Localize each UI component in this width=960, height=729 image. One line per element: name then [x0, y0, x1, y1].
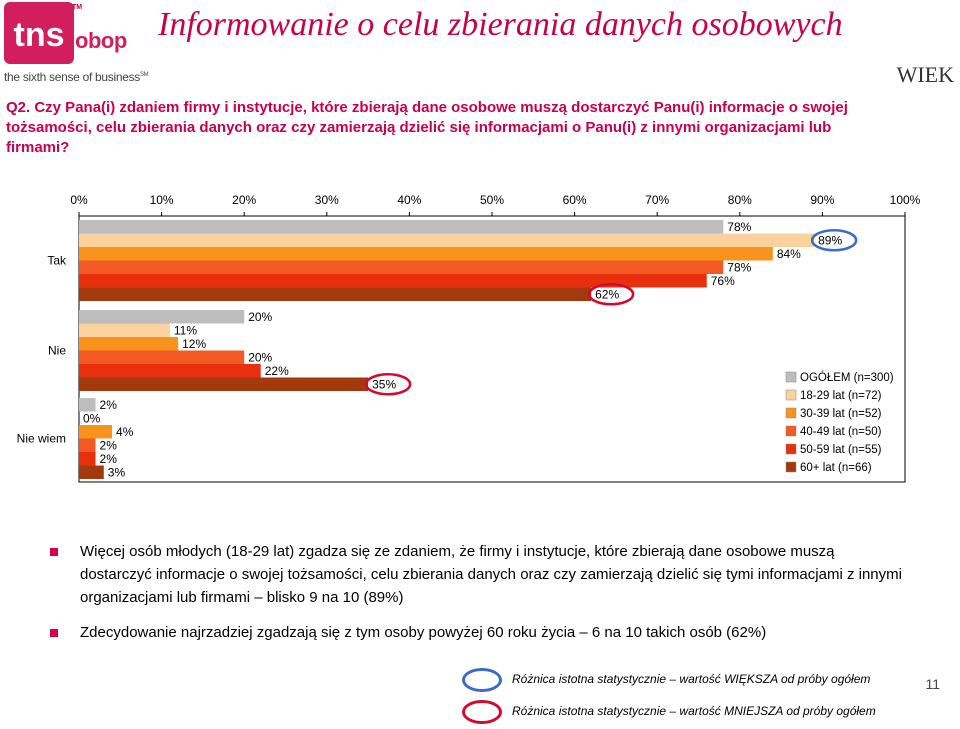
- data-label: 22%: [265, 364, 289, 378]
- significance-circle: [587, 283, 635, 306]
- significance-circle: [810, 229, 858, 252]
- logo-tm: TM: [72, 4, 83, 11]
- data-label: 78%: [727, 260, 751, 274]
- bar: [79, 274, 707, 288]
- finding-item: Więcej osób młodych (18-29 lat) zgadza s…: [50, 540, 910, 609]
- bullet-square-icon: [50, 629, 58, 637]
- legend-swatch: [785, 407, 797, 419]
- tns-obop-logo: tns TM obop the sixth sense of businessS…: [4, 2, 154, 90]
- x-tick-label: 10%: [150, 193, 174, 207]
- x-tick-label: 30%: [315, 193, 339, 207]
- category-label: Nie wiem: [17, 432, 66, 446]
- significance-circle: [364, 373, 412, 396]
- red-oval-icon: [462, 700, 502, 724]
- finding-item: Zdecydowanie najrzadziej zgadzają się z …: [50, 621, 910, 644]
- bar: [79, 398, 96, 412]
- x-tick-label: 60%: [563, 193, 587, 207]
- significance-legend: Różnica istotna statystycznie – wartość …: [462, 664, 942, 728]
- x-tick-label: 40%: [397, 193, 421, 207]
- bar: [79, 260, 724, 274]
- data-label: 35%: [372, 377, 396, 391]
- bar: [79, 337, 179, 351]
- logo-tagline: the sixth sense of businessSM: [4, 70, 149, 84]
- x-tick-label: 50%: [480, 193, 504, 207]
- data-label: 11%: [174, 323, 197, 337]
- data-label: 4%: [116, 425, 134, 439]
- legend-swatch: [785, 425, 797, 437]
- legend-label: 50-59 lat (n=55): [800, 444, 882, 456]
- bar: [79, 287, 592, 301]
- data-label: 62%: [595, 287, 619, 301]
- x-tick-label: 0%: [70, 193, 88, 207]
- legend-swatch: [785, 389, 797, 401]
- bar: [79, 364, 261, 378]
- logo-obop-text: obop: [75, 28, 127, 53]
- svg-text:tns: tns: [14, 16, 65, 54]
- data-label: 78%: [727, 220, 751, 234]
- x-tick-label: 90%: [810, 193, 834, 207]
- data-label: 0%: [83, 411, 101, 425]
- x-tick-label: 100%: [890, 193, 921, 207]
- category-label: Nie: [48, 344, 66, 358]
- legend-label: 30-39 lat (n=52): [800, 408, 882, 420]
- bar: [79, 465, 104, 479]
- bar: [79, 377, 369, 391]
- tns-logo-mark: tns: [4, 2, 74, 64]
- bar: [79, 233, 815, 247]
- data-label: 3%: [108, 465, 126, 479]
- category-label: Tak: [47, 254, 67, 268]
- data-label: 84%: [777, 247, 801, 261]
- finding-text: Więcej osób młodych (18-29 lat) zgadza s…: [80, 543, 902, 606]
- bar: [79, 247, 773, 261]
- blue-oval-icon: [462, 668, 502, 692]
- bar: [79, 425, 113, 439]
- page-title: Informowanie o celu zbierania danych oso…: [158, 6, 843, 43]
- x-tick-label: 70%: [645, 193, 669, 207]
- survey-question: Q2. Czy Pana(i) zdaniem firmy i instytuc…: [6, 99, 848, 156]
- bar: [79, 438, 96, 452]
- legend-swatch: [785, 371, 797, 383]
- data-label: 20%: [248, 350, 272, 364]
- data-label: 20%: [248, 310, 272, 324]
- legend-label: 18-29 lat (n=72): [800, 390, 882, 402]
- x-tick-label: 20%: [232, 193, 256, 207]
- findings-list: Więcej osób młodych (18-29 lat) zgadza s…: [50, 540, 910, 656]
- significance-higher-label: Różnica istotna statystycznie – wartość …: [512, 672, 871, 686]
- data-label: 76%: [711, 274, 735, 288]
- bar: [79, 323, 170, 337]
- bar: [79, 310, 245, 324]
- bar: [79, 350, 245, 364]
- finding-text: Zdecydowanie najrzadziej zgadzają się z …: [80, 624, 767, 641]
- significance-lower-label: Różnica istotna statystycznie – wartość …: [512, 704, 876, 718]
- x-tick-label: 80%: [728, 193, 752, 207]
- data-label: 12%: [182, 337, 206, 351]
- bullet-square-icon: [50, 548, 58, 556]
- bar: [79, 220, 724, 234]
- data-label: 89%: [818, 233, 842, 247]
- section-label: WIEK: [896, 62, 954, 87]
- page-number: 11: [925, 676, 940, 692]
- legend-label: 60+ lat (n=66): [800, 462, 872, 474]
- legend-swatch: [785, 461, 797, 473]
- bar-chart: 0% 10% 20% 30% 40% 50% 60% 70% 80% 90% 100% Tak Nie N…: [17, 193, 921, 483]
- data-label: 2%: [100, 398, 118, 412]
- data-label: 2%: [100, 438, 118, 452]
- data-label: 2%: [100, 452, 118, 466]
- legend-swatch: [785, 443, 797, 455]
- legend-label: OGÓŁEM (n=300): [800, 371, 894, 384]
- legend-label: 40-49 lat (n=50): [800, 426, 882, 438]
- bar: [79, 452, 96, 466]
